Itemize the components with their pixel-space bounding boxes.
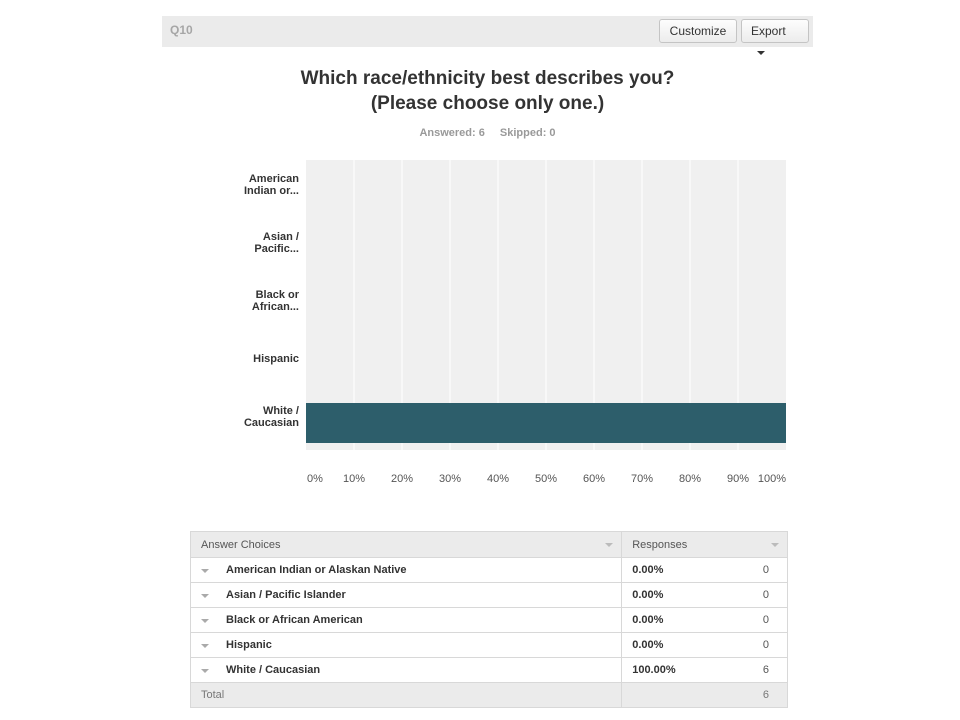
category-label: American Indian or... bbox=[244, 173, 299, 197]
category-label-line: African... bbox=[252, 301, 299, 313]
x-tick-label: 50% bbox=[535, 473, 557, 485]
category-label: Asian / Pacific... bbox=[254, 231, 299, 255]
category-label-line: Indian or... bbox=[244, 185, 299, 197]
export-label: Export bbox=[751, 24, 786, 38]
response-count: 0 bbox=[711, 607, 788, 633]
answer-choice[interactable]: Hispanic bbox=[189, 632, 623, 658]
x-tick-label: 70% bbox=[631, 473, 653, 485]
category-label-line: Caucasian bbox=[244, 417, 299, 429]
answer-choices-header[interactable]: Answer Choices bbox=[189, 531, 623, 558]
category-label: Hispanic bbox=[253, 353, 299, 365]
response-percent: 0.00% bbox=[621, 632, 712, 658]
total-count: 6 bbox=[711, 682, 788, 708]
answer-choice[interactable]: American Indian or Alaskan Native bbox=[189, 557, 623, 583]
sort-arrow-icon bbox=[605, 543, 614, 547]
table-total-row: Total 6 bbox=[189, 682, 788, 708]
table-row: Black or African American 0.00% 0 bbox=[189, 607, 788, 633]
category-label-line: Asian / bbox=[263, 231, 299, 243]
table-header-row: Answer Choices Responses bbox=[189, 531, 788, 558]
skipped-count: Skipped: 0 bbox=[499, 127, 556, 139]
sort-arrow-icon bbox=[771, 543, 779, 547]
table-row: Asian / Pacific Islander 0.00% 0 bbox=[189, 582, 788, 608]
x-tick-label: 10% bbox=[343, 473, 365, 485]
expand-triangle-icon[interactable] bbox=[201, 669, 209, 673]
expand-triangle-icon[interactable] bbox=[201, 594, 209, 598]
x-tick-label: 30% bbox=[439, 473, 461, 485]
category-label-line: American bbox=[249, 173, 299, 185]
response-percent: 100.00% bbox=[621, 657, 712, 683]
answer-choice-label: Hispanic bbox=[226, 639, 272, 651]
table-row: Hispanic 0.00% 0 bbox=[189, 632, 788, 658]
answered-count: Answered: 6 bbox=[419, 127, 485, 139]
response-percent: 0.00% bbox=[621, 557, 712, 583]
response-stats: Answered: 6 Skipped: 0 bbox=[162, 127, 813, 139]
category-label-line: Hispanic bbox=[253, 353, 299, 365]
responses-table: Answer Choices Responses American Indian… bbox=[189, 531, 788, 708]
responses-header-label: Responses bbox=[632, 538, 688, 551]
plot-background bbox=[306, 160, 786, 450]
answer-choice-label: Asian / Pacific Islander bbox=[226, 589, 346, 601]
question-number: Q10 bbox=[170, 23, 193, 37]
question-title-line2: (Please choose only one.) bbox=[370, 93, 605, 114]
response-count: 6 bbox=[711, 657, 788, 683]
x-tick-label: 90% bbox=[727, 473, 749, 485]
expand-triangle-icon[interactable] bbox=[201, 619, 209, 623]
expand-triangle-icon[interactable] bbox=[201, 644, 209, 648]
table-row: White / Caucasian 100.00% 6 bbox=[189, 657, 788, 683]
x-tick-label: 0% bbox=[307, 473, 323, 485]
table-row: American Indian or Alaskan Native 0.00% 0 bbox=[189, 557, 788, 583]
x-tick-label: 80% bbox=[679, 473, 701, 485]
response-percent: 0.00% bbox=[621, 582, 712, 608]
total-spacer bbox=[621, 682, 712, 708]
customize-button[interactable]: Customize bbox=[659, 19, 737, 43]
expand-triangle-icon[interactable] bbox=[201, 569, 209, 573]
category-label-line: Black or bbox=[256, 289, 300, 301]
answer-choices-header-label: Answer Choices bbox=[201, 538, 281, 551]
responses-header[interactable]: Responses bbox=[621, 531, 788, 558]
caret-down-icon bbox=[757, 51, 765, 55]
answer-choice-label: American Indian or Alaskan Native bbox=[226, 564, 407, 576]
category-label: Black or African... bbox=[252, 289, 300, 313]
export-button[interactable]: Export bbox=[741, 19, 809, 55]
x-tick-label: 100% bbox=[758, 473, 786, 485]
x-tick-label: 40% bbox=[487, 473, 509, 485]
question-title-line1: Which race/ethnicity best describes you? bbox=[300, 68, 675, 89]
answer-choice[interactable]: White / Caucasian bbox=[189, 657, 623, 683]
bar bbox=[306, 403, 786, 443]
category-label-line: White / bbox=[263, 405, 299, 417]
category-label-line: Pacific... bbox=[254, 243, 299, 255]
response-count: 0 bbox=[711, 557, 788, 583]
x-tick-label: 20% bbox=[391, 473, 413, 485]
answer-choice-label: Black or African American bbox=[226, 614, 363, 626]
answer-choice-label: White / Caucasian bbox=[226, 664, 321, 676]
question-header-bar: Q10 Customize Export bbox=[162, 16, 813, 55]
response-count: 0 bbox=[711, 632, 788, 658]
category-label: White / Caucasian bbox=[244, 405, 299, 429]
total-label: Total bbox=[189, 682, 623, 708]
response-count: 0 bbox=[711, 582, 788, 608]
response-percent: 0.00% bbox=[621, 607, 712, 633]
answer-choice[interactable]: Black or African American bbox=[189, 607, 623, 633]
answer-choice[interactable]: Asian / Pacific Islander bbox=[189, 582, 623, 608]
x-tick-label: 60% bbox=[583, 473, 605, 485]
